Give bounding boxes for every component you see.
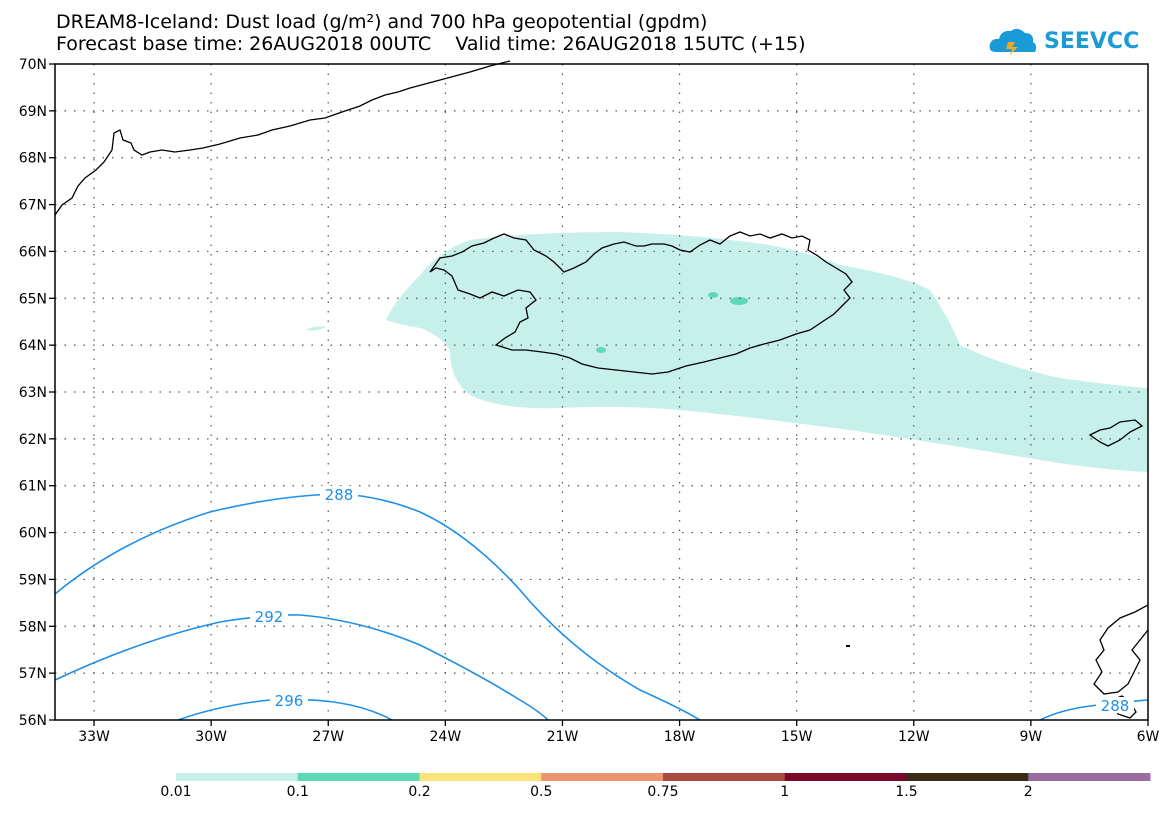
lat-label: 60N [19,526,47,542]
contour-label-288-west: 288 [325,486,354,504]
seevccc-logo: SEEVCCC [989,28,1138,55]
axis-ticks [49,63,1149,726]
contour-288-west [54,493,701,721]
lon-label: 12W [898,729,930,745]
lon-label: 30W [195,729,227,745]
legend-label: 0.75 [647,784,679,800]
lon-label: 27W [312,729,344,745]
lon-label: 9W [1020,729,1043,745]
legend-swatch [906,773,1029,781]
lon-label: 6W [1137,729,1160,745]
dust-area-speck [306,326,326,331]
lon-label: 21W [547,729,579,745]
legend-swatch [784,773,907,781]
lat-label: 56N [19,713,47,729]
contour-label-292: 292 [255,608,284,626]
cloud-icon [989,28,1037,55]
legend-label: 2 [1023,784,1033,800]
latitude-labels: 70N 69N 68N 67N 66N 65N 64N 63N 62N 61N 60N 59N 58N 5… [19,57,47,729]
legend-label: 0.2 [408,784,431,800]
legend-label: 0.01 [160,784,192,800]
legend-swatch [419,773,542,781]
geopotential-contours [54,493,1149,721]
lon-label: 18W [664,729,696,745]
contour-292 [54,614,549,721]
legend-swatch [297,773,420,781]
faroe-coast [1088,419,1144,447]
scotland-coast [1093,604,1149,695]
legend-label: 0.1 [286,784,309,800]
lat-label: 70N [19,57,47,73]
lat-label: 58N [19,619,47,635]
lon-label: 33W [78,729,110,745]
iceland-coast [429,231,853,375]
dust-spot [596,347,606,353]
rockall-island [846,645,850,647]
dust-spot [708,292,718,298]
lon-label: 15W [781,729,813,745]
logo-text: SEEVCCC [1044,29,1138,54]
legend-label: 1 [780,784,790,800]
lat-label: 67N [19,198,47,214]
contour-labels: 288 292 296 288 [250,486,1134,715]
legend-swatch [663,773,786,781]
dust-area-low [386,232,1148,472]
lat-label: 69N [19,104,47,120]
longitude-labels: 33W 30W 27W 24W 21W 18W 15W 12W 9W 6W [78,729,1159,745]
map-title: DREAM8-Iceland: Dust load (g/m²) and 700… [56,11,708,33]
legend-swatch [541,773,664,781]
legend-label: 0.5 [530,784,553,800]
greenland-coast [54,60,511,216]
lat-label: 64N [19,338,47,354]
lat-label: 62N [19,432,47,448]
legend-swatch [1028,773,1151,781]
legend-swatch [176,773,299,781]
lat-label: 68N [19,151,47,167]
coastlines [54,60,1149,719]
legend-colorbar [176,773,1151,781]
lon-label: 24W [430,729,462,745]
legend-label: 1.5 [895,784,918,800]
map-subtitle: Forecast base time: 26AUG2018 00UTC Vali… [56,33,806,55]
hebrides-coast [1111,695,1137,719]
contour-label-288-east: 288 [1101,697,1130,715]
lat-label: 61N [19,479,47,495]
dust-spot [730,297,748,305]
lat-label: 57N [19,666,47,682]
lat-label: 59N [19,572,47,588]
lat-label: 65N [19,291,47,307]
lat-label: 66N [19,244,47,260]
contour-label-296: 296 [275,692,304,710]
lat-label: 63N [19,385,47,401]
